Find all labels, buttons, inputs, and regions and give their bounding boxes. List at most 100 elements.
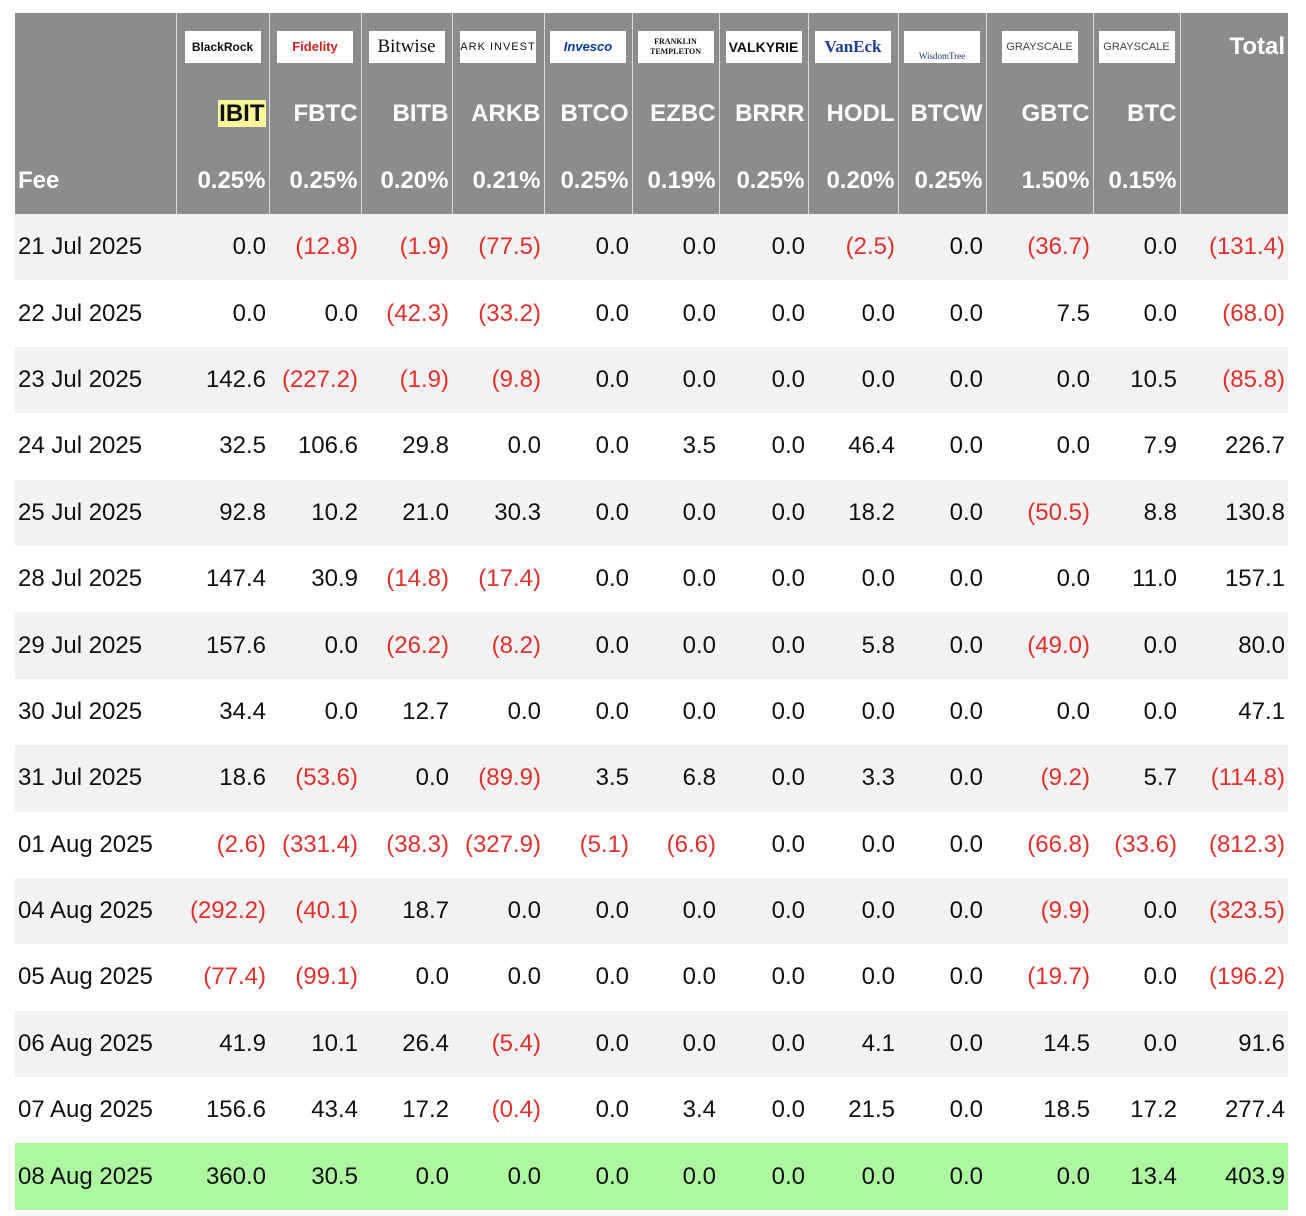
flow-cell: 0.0 xyxy=(898,877,986,945)
header-logo-row: BlackRock Fidelity Bitwise ARK INVEST Invesc… xyxy=(15,13,1288,80)
flow-cell: 14.5 xyxy=(986,1010,1093,1078)
total-cell: (114.8) xyxy=(1180,745,1288,812)
data-row: 07 Aug 2025 156.6 43.4 17.2 (0.4) 0.0 3.4 0.0 21… xyxy=(15,1077,1288,1143)
ticker-cell: GBTC xyxy=(986,80,1094,147)
data-row: 22 Jul 2025 0.0 0.0 (42.3) (33.2) 0.0 0.0 0.0 0.… xyxy=(15,280,1288,346)
data-row: 25 Jul 2025 92.8 10.2 21.0 30.3 0.0 0.0 0.0 18.2… xyxy=(15,479,1288,546)
fee-cell: 0.25% xyxy=(176,147,270,214)
flow-cell: 0.0 xyxy=(1056,432,1090,460)
flow-cell: 0.0 xyxy=(507,963,541,991)
flow-cell: 0.0 xyxy=(544,612,632,679)
flow-cell: 0.0 xyxy=(771,1096,805,1124)
flow-cell: 0.0 xyxy=(1093,1010,1180,1078)
flow-cell: 0.0 xyxy=(949,697,983,725)
flow-cell: 12.7 xyxy=(402,697,449,725)
flow-cell: 0.0 xyxy=(949,963,983,991)
flow-cell: 0.0 xyxy=(595,963,629,991)
total-cell: 47.1 xyxy=(1238,697,1285,725)
flow-cell: 3.5 xyxy=(682,432,716,460)
issuer-logo: GRAYSCALE xyxy=(1098,30,1175,63)
flow-cell: (33.2) xyxy=(478,299,541,327)
flow-cell: (331.4) xyxy=(281,830,358,858)
logo-cell: Fidelity xyxy=(269,13,362,80)
flow-cell: 0.0 xyxy=(771,697,805,725)
flow-cell: (9.2) xyxy=(986,745,1093,812)
flow-cell: 0.0 xyxy=(771,963,805,991)
fee-cell: 0.25% xyxy=(898,147,987,214)
total-cell: (131.4) xyxy=(1180,214,1288,281)
date-cell: 25 Jul 2025 xyxy=(15,479,176,546)
header-blank-cell xyxy=(1180,147,1288,214)
ticker: ARKB xyxy=(471,99,541,127)
flow-cell: 0.0 xyxy=(544,1010,632,1078)
flow-cell: 0.0 xyxy=(232,299,266,327)
flow-cell: 0.0 xyxy=(632,346,719,414)
flow-cell: (292.2) xyxy=(176,877,269,945)
fee-cell: 0.19% xyxy=(632,147,720,214)
total-cell: (812.3) xyxy=(1208,830,1285,858)
flow-cell: 13.4 xyxy=(1093,1143,1180,1210)
flow-cell: 41.9 xyxy=(176,1010,269,1078)
flow-cell: (38.3) xyxy=(386,830,449,858)
flow-cell: 147.4 xyxy=(205,565,266,593)
ticker: BRRR xyxy=(735,99,805,127)
flow-cell: (77.4) xyxy=(203,963,266,991)
flow-cell: (8.2) xyxy=(452,612,544,679)
flow-cell: 0.0 xyxy=(1093,612,1180,679)
flow-cell: 0.0 xyxy=(324,299,358,327)
flow-cell: (50.5) xyxy=(986,479,1093,546)
ticker-cell: BTCW xyxy=(898,80,987,147)
data-row: 01 Aug 2025 (2.6) (331.4) (38.3) (327.9) (5.1… xyxy=(15,812,1288,878)
flow-cell: 0.0 xyxy=(452,877,544,945)
flow-cell: 43.4 xyxy=(311,1096,358,1124)
date-cell: 28 Jul 2025 xyxy=(18,565,143,593)
total-cell: 130.8 xyxy=(1180,479,1288,546)
flow-cell: (36.7) xyxy=(986,214,1093,281)
issuer-logo: Fidelity xyxy=(277,30,353,63)
flow-cell: 0.0 xyxy=(595,432,629,460)
flow-cell: 0.0 xyxy=(719,877,808,945)
flow-cell: 21.0 xyxy=(361,479,452,546)
logo-cell: VanEck xyxy=(808,13,899,80)
ticker-cell: BTCO xyxy=(544,80,633,147)
flow-cell: 6.8 xyxy=(632,745,719,812)
flow-cell: 0.0 xyxy=(898,479,986,546)
flow-cell: 0.0 xyxy=(986,346,1093,414)
flows-table-container: BlackRock Fidelity Bitwise ARK INVEST Invesc… xyxy=(15,13,1288,1210)
flow-cell: (2.5) xyxy=(808,214,898,281)
flow-cell: (327.9) xyxy=(464,830,541,858)
issuer-logo: VALKYRIE xyxy=(725,30,802,63)
fee-cell: 0.20% xyxy=(361,147,453,214)
data-row: 05 Aug 2025 (77.4) (99.1) 0.0 0.0 0.0 0.0 0.0 0.… xyxy=(15,944,1288,1010)
fee-cell: 0.20% xyxy=(808,147,899,214)
flow-cell: 0.0 xyxy=(771,299,805,327)
flow-cell: 0.0 xyxy=(808,1143,898,1210)
flow-cell: 0.0 xyxy=(682,963,716,991)
total-cell: (68.0) xyxy=(1222,299,1285,327)
ticker: GBTC xyxy=(1021,99,1090,127)
flow-cell: 3.4 xyxy=(682,1096,716,1124)
data-row: 28 Jul 2025 147.4 30.9 (14.8) (17.4) 0.0 0.0 0.… xyxy=(15,546,1288,612)
data-row: 06 Aug 2025 41.9 10.1 26.4 (5.4) 0.0 0.0 0.0 4.1… xyxy=(15,1010,1288,1078)
flow-cell: 0.0 xyxy=(632,1010,719,1078)
fee-cell: 0.25% xyxy=(719,147,809,214)
flow-cell: 0.0 xyxy=(719,745,808,812)
flow-cell: 0.0 xyxy=(949,830,983,858)
flow-cell: 0.0 xyxy=(544,877,632,945)
logo-cell: ARK INVEST xyxy=(452,13,545,80)
flow-cell: 0.0 xyxy=(507,697,541,725)
flow-cell: (14.8) xyxy=(386,565,449,593)
flow-cell: (53.6) xyxy=(269,745,361,812)
date-cell: 31 Jul 2025 xyxy=(15,745,176,812)
flow-cell: 0.0 xyxy=(861,697,895,725)
flow-cell: 11.0 xyxy=(1132,565,1177,593)
total-cell: 226.7 xyxy=(1224,432,1285,460)
flow-cell: 0.0 xyxy=(361,1143,452,1210)
flow-cell: 0.0 xyxy=(719,479,808,546)
flow-cell: (66.8) xyxy=(1027,830,1090,858)
flow-cell: 142.6 xyxy=(176,346,269,414)
flow-cell: 0.0 xyxy=(1056,565,1090,593)
flow-cell: 0.0 xyxy=(324,697,358,725)
logo-cell: VALKYRIE xyxy=(719,13,809,80)
